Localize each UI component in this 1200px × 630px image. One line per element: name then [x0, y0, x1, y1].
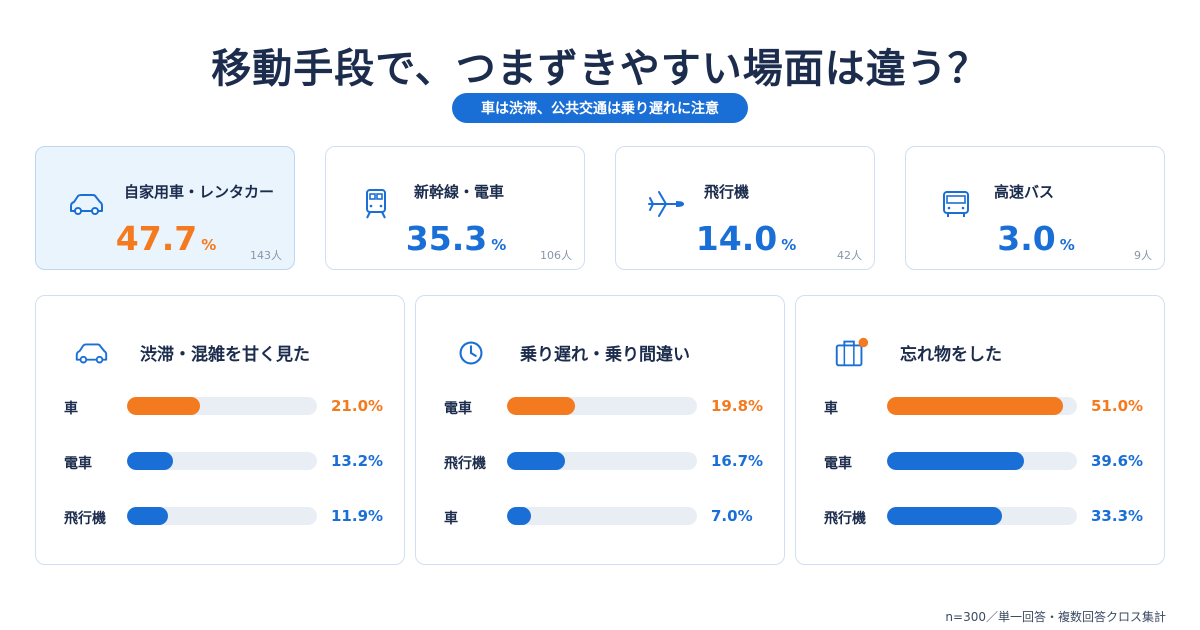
stat-unit: % [781, 236, 797, 254]
stat-value: 3.0 [997, 219, 1056, 258]
subtitle-badge: 車は渋滞、公共交通は乗り遅れに注意 [452, 93, 748, 123]
stat-label: 飛行機 [704, 183, 750, 201]
airplane-icon [646, 187, 686, 221]
bar-category-label: 車 [444, 511, 458, 527]
bar-track [127, 507, 317, 525]
bar-track [127, 452, 317, 470]
bar-row: 車 51.0% [796, 396, 1166, 417]
stat-unit: % [201, 236, 217, 254]
bar-value-label: 11.9% [331, 507, 384, 525]
bar-category-label: 車 [824, 401, 838, 417]
bar-value-label: 39.6% [1091, 452, 1144, 470]
bar-category-label: 飛行機 [444, 456, 486, 472]
panel-title: 渋滞・混雑を甘く見た [140, 345, 310, 365]
bar-value-label: 16.7% [711, 452, 764, 470]
bar-track [507, 507, 697, 525]
stat-value: 47.7 [115, 219, 198, 258]
clock-icon [452, 336, 490, 370]
bar-row: 飛行機 33.3% [796, 506, 1166, 527]
stat-value: 14.0 [695, 219, 778, 258]
bar-category-label: 電車 [444, 401, 472, 417]
bar-row: 飛行機 16.7% [416, 451, 786, 472]
stat-count: 42人 [837, 249, 862, 262]
panel-congestion: 渋滞・混雑を甘く見た 車 21.0% 電車 13.2% 飛行機 11.9% [35, 295, 405, 565]
bar-category-label: 飛行機 [64, 511, 106, 527]
bar-value-label: 33.3% [1091, 507, 1144, 525]
bar-row: 電車 39.6% [796, 451, 1166, 472]
bar-track [887, 452, 1077, 470]
bar-row: 電車 19.8% [416, 396, 786, 417]
stat-count: 143人 [250, 249, 282, 262]
bar-row: 車 21.0% [36, 396, 406, 417]
panel-missed: 乗り遅れ・乗り間違い 電車 19.8% 飛行機 16.7% 車 7.0% [415, 295, 785, 565]
bar-category-label: 電車 [64, 456, 92, 472]
bar-value-label: 19.8% [711, 397, 764, 415]
bus-icon [936, 187, 976, 221]
car-icon [66, 187, 106, 221]
bar-track [507, 397, 697, 415]
bar [887, 452, 1024, 470]
bar-value-label: 21.0% [331, 397, 384, 415]
bar-value-label: 7.0% [711, 507, 753, 525]
bar-value-label: 51.0% [1091, 397, 1144, 415]
train-icon [356, 187, 396, 221]
stat-count: 106人 [540, 249, 572, 262]
stat-unit: % [491, 236, 507, 254]
stat-label: 新幹線・電車 [414, 183, 505, 201]
stat-label: 高速バス [994, 183, 1055, 201]
stat-count: 9人 [1134, 249, 1152, 262]
stat-card-airplane: 飛行機 14.0% 42人 [615, 146, 875, 270]
stat-card-bus: 高速バス 3.0% 9人 [905, 146, 1165, 270]
bar [127, 507, 169, 525]
bar-row: 電車 13.2% [36, 451, 406, 472]
panel-forgot: 忘れ物をした 車 51.0% 電車 39.6% 飛行機 33.3% [795, 295, 1165, 565]
bar [887, 507, 1003, 525]
stat-value: 35.3 [405, 219, 488, 258]
bar-value-label: 13.2% [331, 452, 384, 470]
bar [507, 507, 532, 525]
bar [127, 397, 200, 415]
car-icon [72, 336, 110, 370]
bar-row: 飛行機 11.9% [36, 506, 406, 527]
suitcase-icon [832, 336, 870, 370]
panel-title: 忘れ物をした [900, 345, 1002, 365]
bar [507, 397, 576, 415]
bar-track [507, 452, 697, 470]
bar [127, 452, 173, 470]
bar-category-label: 電車 [824, 456, 852, 472]
stat-unit: % [1059, 236, 1075, 254]
bar-track [887, 397, 1077, 415]
bar-track [127, 397, 317, 415]
footnote: n=300／単一回答・複数回答クロス集計 [945, 610, 1166, 624]
bar [887, 397, 1064, 415]
stat-label: 自家用車・レンタカー [124, 183, 275, 201]
stat-card-train: 新幹線・電車 35.3% 106人 [325, 146, 585, 270]
stat-card-car: 自家用車・レンタカー 47.7% 143人 [35, 146, 295, 270]
bar-row: 車 7.0% [416, 506, 786, 527]
panel-title: 乗り遅れ・乗り間違い [520, 345, 690, 365]
bar [507, 452, 565, 470]
bar-track [887, 507, 1077, 525]
bar-category-label: 飛行機 [824, 511, 866, 527]
bar-category-label: 車 [64, 401, 78, 417]
page-title: 移動手段で、つまずきやすい場面は違う？ [211, 46, 989, 92]
